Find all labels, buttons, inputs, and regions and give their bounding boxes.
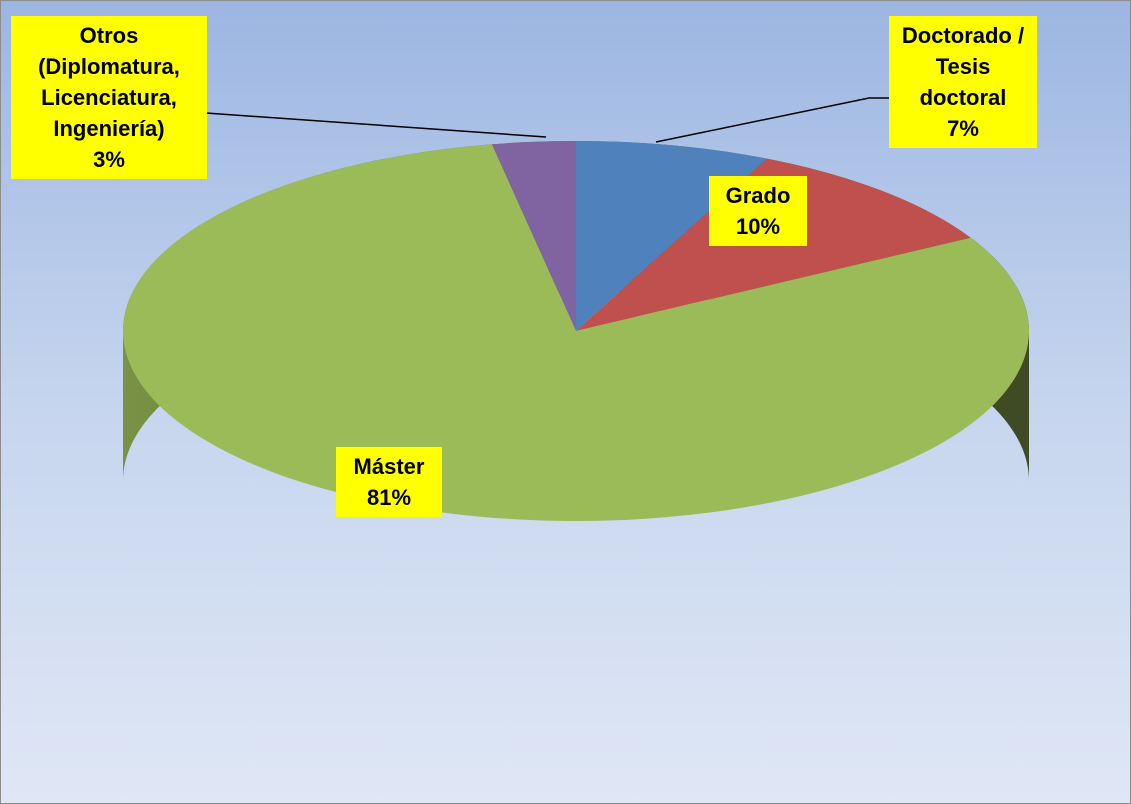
pie-slice — [491, 141, 576, 331]
pie-slice — [123, 144, 1030, 522]
leader-line — [205, 112, 547, 138]
data-label: Máster 81% — [336, 447, 442, 517]
label-value: 10% — [735, 214, 781, 239]
data-label: Doctorado / Tesis doctoral 7% — [889, 16, 1037, 148]
leader-line — [655, 97, 889, 143]
label-category: Doctorado / Tesis doctoral — [901, 23, 1025, 110]
label-category: Otros (Diplomatura, Licenciatura, Ingeni… — [38, 23, 180, 141]
label-category: Máster — [353, 454, 425, 479]
label-category: Grado — [725, 183, 791, 208]
label-value: 81% — [366, 485, 412, 510]
data-label: Otros (Diplomatura, Licenciatura, Ingeni… — [11, 16, 207, 179]
label-value: 3% — [93, 147, 125, 172]
label-value: 7% — [947, 116, 979, 141]
data-label: Grado 10% — [709, 176, 807, 246]
